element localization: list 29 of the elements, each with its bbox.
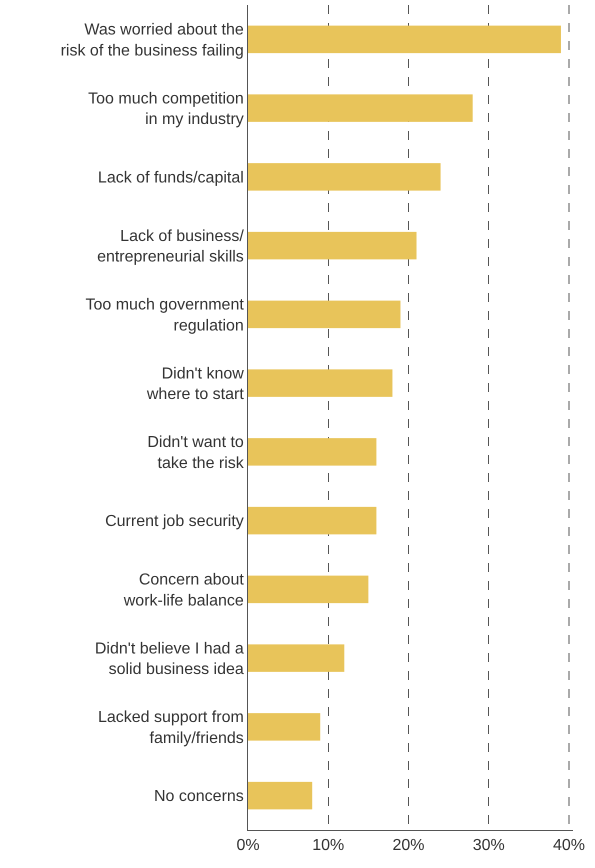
y-tick-label: Lack of funds/capital	[98, 169, 244, 186]
bar	[248, 26, 561, 54]
bar	[248, 644, 344, 672]
y-tick-label: Too much government regulation	[85, 296, 244, 334]
y-tick-label: Lack of business/ entrepreneurial skills	[97, 228, 244, 266]
bar	[248, 576, 368, 604]
bar	[248, 300, 400, 328]
y-tick-label: Was worried about the risk of the business failing	[60, 22, 244, 60]
y-tick-label: Didn't know where to start	[146, 365, 244, 404]
y-tick-label: Lacked support from family/friends	[98, 709, 244, 747]
y-tick-label: Too much competition in my industry	[88, 90, 244, 128]
x-tick-label: 30%	[472, 837, 505, 854]
y-tick-label: Didn't want to take the risk	[147, 434, 245, 472]
y-tick-label: Current job security	[105, 513, 244, 530]
bar	[248, 438, 376, 466]
bar	[248, 369, 392, 397]
bar	[248, 163, 441, 191]
x-tick-label: 0%	[236, 837, 260, 854]
x-tick-label: 10%	[312, 837, 344, 854]
y-tick-label: Didn't believe I had a solid business idea	[94, 640, 244, 678]
y-tick-label: No concerns	[154, 788, 244, 806]
bar	[248, 232, 417, 260]
y-tick-label: Concern about work-life balance	[122, 572, 244, 610]
x-tick-label: 20%	[392, 837, 425, 854]
bar	[248, 782, 312, 810]
bar	[248, 94, 473, 122]
x-tick-label: 40%	[552, 837, 586, 854]
bar	[248, 506, 376, 534]
bar	[248, 713, 320, 741]
